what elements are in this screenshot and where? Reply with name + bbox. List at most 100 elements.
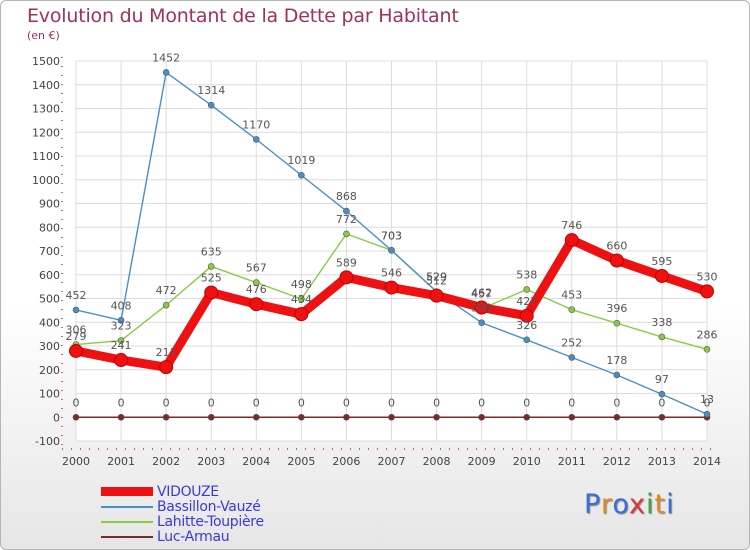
data-point <box>343 413 350 421</box>
data-point <box>384 280 399 295</box>
data-point <box>433 413 440 421</box>
data-point <box>568 413 576 421</box>
legend-item-lahitte-toupiere: Lahitte-Toupière <box>101 513 264 530</box>
data-label: 178 <box>606 354 627 367</box>
x-tick-label: 2013 <box>648 455 676 468</box>
data-label: 529 <box>426 271 447 284</box>
legend-label: Lahitte-Toupière <box>157 513 264 530</box>
x-tick-label: 2012 <box>603 455 631 468</box>
data-label: 1019 <box>287 154 315 167</box>
data-point <box>658 333 666 341</box>
data-label: 0 <box>343 396 350 409</box>
x-tick-label: 2003 <box>197 455 225 468</box>
y-tick-label: 700 <box>39 245 60 258</box>
legend-swatch <box>101 535 153 538</box>
legend: VIDOUZE Bassillon-Vauzé Lahitte-Toupière… <box>101 484 264 545</box>
data-point <box>523 413 531 421</box>
data-point <box>339 270 354 285</box>
data-label: 0 <box>208 396 215 409</box>
data-point <box>478 319 485 327</box>
data-point <box>568 354 576 361</box>
data-point <box>703 410 711 418</box>
data-point <box>298 413 305 421</box>
data-label: 434 <box>291 293 312 306</box>
data-label: 0 <box>298 396 305 409</box>
y-tick-label: 1500 <box>32 55 60 68</box>
data-label: 498 <box>291 278 312 291</box>
data-label: 525 <box>201 272 222 285</box>
y-tick-label: 900 <box>39 198 60 211</box>
x-tick-label: 2008 <box>423 455 451 468</box>
data-point <box>703 346 711 353</box>
data-label: 0 <box>388 396 395 409</box>
data-point <box>298 295 305 303</box>
data-label: 0 <box>118 396 125 409</box>
data-point <box>204 285 219 300</box>
data-point <box>564 233 579 248</box>
data-label: 476 <box>246 283 267 296</box>
y-tick-label: 300 <box>39 340 60 353</box>
x-tick-label: 2010 <box>513 455 541 468</box>
data-point <box>429 288 444 303</box>
data-point <box>117 413 125 421</box>
data-point <box>474 300 489 315</box>
data-label: 241 <box>111 339 132 352</box>
chart-title: Evolution du Montant de la Dette par Hab… <box>27 5 459 27</box>
data-label: 0 <box>433 396 440 409</box>
legend-swatch <box>101 520 153 523</box>
x-tick-label: 2006 <box>332 455 360 468</box>
data-point <box>568 306 576 313</box>
data-label: 0 <box>478 396 485 409</box>
legend-swatch <box>101 487 153 496</box>
data-label: 772 <box>336 213 357 226</box>
data-label: 0 <box>658 396 665 409</box>
data-label: 97 <box>655 373 669 386</box>
data-label: 398 <box>471 302 492 315</box>
data-point <box>117 317 125 324</box>
y-tick-label: 800 <box>39 221 60 234</box>
y-tick-label: 1200 <box>32 126 60 139</box>
x-tick-label: 2011 <box>558 455 586 468</box>
data-label: 530 <box>697 270 718 283</box>
data-label: 635 <box>201 245 222 258</box>
data-label: 462 <box>471 287 492 300</box>
data-point <box>252 413 260 421</box>
data-point <box>523 286 531 293</box>
data-point <box>613 413 621 421</box>
data-label: 512 <box>426 275 447 288</box>
data-point <box>298 171 305 179</box>
data-label: 703 <box>381 229 402 242</box>
data-label: 529 <box>426 271 447 284</box>
chart-subtitle: (en €) <box>27 29 60 42</box>
data-point <box>654 268 669 283</box>
legend-item-luc-armau: Luc-Armau <box>101 529 264 545</box>
x-tick-label: 2005 <box>287 455 315 468</box>
data-point <box>252 136 260 143</box>
x-tick-label: 2000 <box>62 455 90 468</box>
data-label: 595 <box>651 255 672 268</box>
data-point <box>658 390 666 398</box>
y-tick-label: 1000 <box>32 174 60 187</box>
data-point <box>613 371 621 379</box>
data-label: 567 <box>246 262 267 275</box>
data-label: 0 <box>704 396 711 409</box>
data-label: 0 <box>613 396 620 409</box>
data-label: 1314 <box>197 84 225 97</box>
data-point <box>388 246 395 254</box>
data-label: 427 <box>516 295 537 308</box>
x-tick-label: 2007 <box>378 455 406 468</box>
data-label: 703 <box>381 229 402 242</box>
data-label: 326 <box>516 319 537 332</box>
data-point <box>69 343 83 358</box>
y-tick-label: 600 <box>39 269 60 282</box>
data-point <box>613 319 621 327</box>
data-label: 546 <box>381 267 402 280</box>
data-point <box>162 413 170 421</box>
y-tick-label: 0 <box>53 411 60 424</box>
data-point <box>162 301 170 309</box>
y-tick-label: 400 <box>39 316 60 329</box>
data-label: 252 <box>561 336 582 349</box>
data-label: 0 <box>253 396 260 409</box>
data-point <box>343 230 350 238</box>
